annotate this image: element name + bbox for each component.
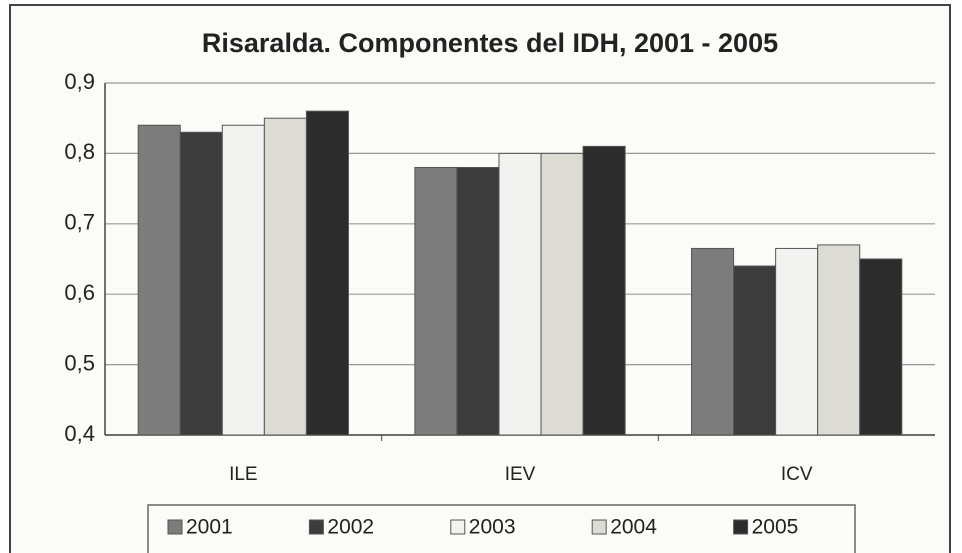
chart-title: Risaralda. Componentes del IDH, 2001 - 2… (202, 28, 778, 58)
bar (456, 166, 500, 436)
x-tick-label: IEV (505, 464, 536, 485)
legend-swatch (591, 519, 607, 535)
legend-frame (147, 504, 856, 553)
bar (540, 152, 584, 436)
bar (414, 166, 458, 436)
y-tick-label: 0,5 (64, 350, 95, 375)
legend-swatch (733, 519, 749, 535)
legend-label: 2004 (610, 516, 657, 539)
bar (817, 244, 861, 436)
legend-swatch (450, 519, 466, 535)
bar (582, 145, 626, 436)
y-tick-label: 0,6 (64, 280, 95, 305)
bar (733, 265, 777, 436)
y-tick-label: 0,4 (64, 421, 95, 446)
bar (305, 110, 349, 436)
y-tick-label: 0,7 (64, 210, 95, 235)
legend-swatch (308, 519, 324, 535)
legend-swatch (167, 519, 183, 535)
bar (179, 131, 223, 436)
bar (691, 247, 735, 436)
y-tick-label: 0,8 (64, 139, 95, 164)
legend-label: 2005 (752, 516, 799, 539)
x-tick-label: ICV (781, 464, 813, 485)
bar (859, 258, 903, 436)
legend-label: 2001 (186, 516, 233, 539)
legend-label: 2003 (469, 516, 516, 539)
bar (221, 124, 265, 436)
y-tick-label: 0,9 (64, 69, 95, 94)
bar (498, 152, 542, 436)
legend-label: 2002 (327, 516, 374, 539)
x-tick-label: ILE (229, 464, 258, 485)
bar (263, 117, 307, 436)
bar (137, 124, 181, 436)
bar (775, 247, 819, 436)
